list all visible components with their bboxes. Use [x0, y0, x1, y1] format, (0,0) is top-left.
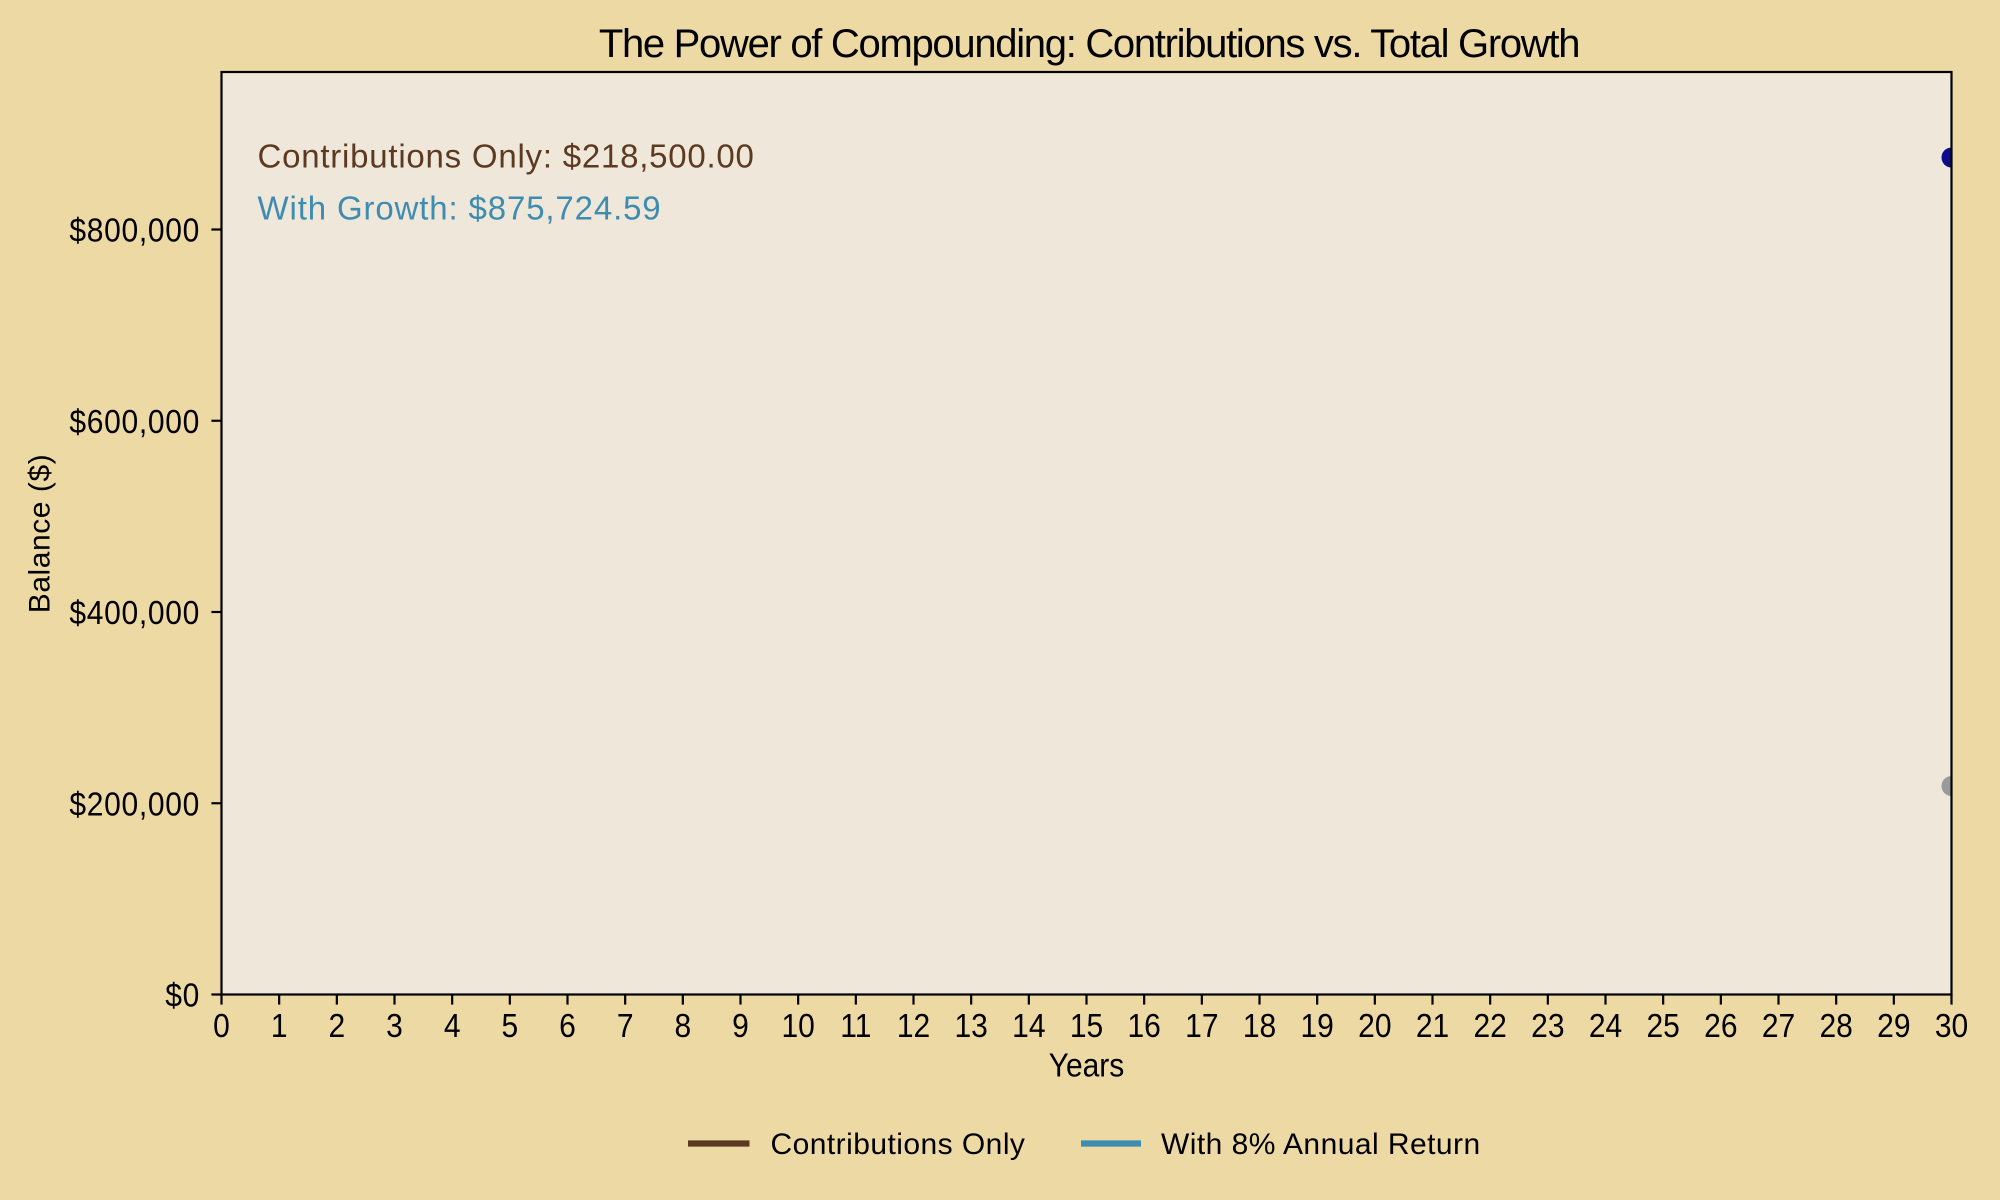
svg-text:$0: $0 [165, 976, 200, 1014]
svg-text:22: 22 [1473, 1006, 1506, 1044]
svg-text:5: 5 [501, 1006, 518, 1044]
svg-text:3: 3 [386, 1006, 403, 1044]
svg-text:7: 7 [617, 1006, 634, 1044]
svg-text:1: 1 [271, 1006, 288, 1044]
svg-text:9: 9 [732, 1006, 749, 1044]
svg-text:18: 18 [1243, 1006, 1276, 1044]
svg-text:25: 25 [1646, 1006, 1679, 1044]
svg-text:21: 21 [1416, 1006, 1449, 1044]
svg-text:24: 24 [1589, 1006, 1622, 1044]
svg-text:27: 27 [1762, 1006, 1795, 1044]
svg-text:12: 12 [897, 1006, 930, 1044]
svg-text:8: 8 [674, 1006, 691, 1044]
svg-text:4: 4 [444, 1006, 461, 1044]
svg-text:30: 30 [1935, 1006, 1968, 1044]
svg-text:Balance ($): Balance ($) [23, 454, 56, 613]
svg-text:14: 14 [1012, 1006, 1045, 1044]
svg-text:26: 26 [1704, 1006, 1737, 1044]
svg-text:$400,000: $400,000 [69, 594, 200, 632]
svg-text:29: 29 [1877, 1006, 1910, 1044]
svg-text:$200,000: $200,000 [69, 785, 200, 823]
svg-text:$600,000: $600,000 [69, 402, 200, 440]
svg-text:19: 19 [1300, 1006, 1333, 1044]
svg-text:Contributions Only: Contributions Only [771, 1128, 1026, 1161]
svg-text:17: 17 [1185, 1006, 1218, 1044]
svg-text:6: 6 [559, 1006, 576, 1044]
svg-text:15: 15 [1070, 1006, 1103, 1044]
svg-text:With Growth: $875,724.59: With Growth: $875,724.59 [258, 190, 662, 227]
svg-text:16: 16 [1127, 1006, 1160, 1044]
svg-text:0: 0 [213, 1006, 230, 1044]
svg-text:20: 20 [1358, 1006, 1391, 1044]
svg-text:28: 28 [1819, 1006, 1852, 1044]
svg-text:The Power of Compounding: Cont: The Power of Compounding: Contributions … [599, 22, 1579, 66]
svg-text:Contributions Only: $218,500.0: Contributions Only: $218,500.00 [258, 138, 755, 175]
svg-text:2: 2 [328, 1006, 345, 1044]
svg-text:11: 11 [840, 1006, 871, 1044]
svg-text:$800,000: $800,000 [69, 211, 200, 249]
svg-text:Years: Years [1049, 1046, 1125, 1084]
svg-text:With 8% Annual Return: With 8% Annual Return [1161, 1128, 1481, 1161]
svg-text:10: 10 [781, 1006, 814, 1044]
svg-text:13: 13 [954, 1006, 987, 1044]
svg-text:23: 23 [1531, 1006, 1564, 1044]
